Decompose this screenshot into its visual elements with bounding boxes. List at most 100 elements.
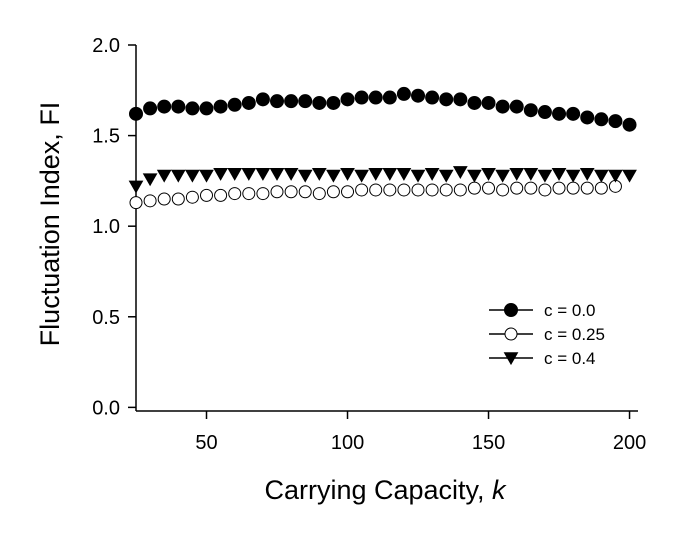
data-point [495,99,510,114]
data-point [523,167,539,181]
data-point [213,167,228,181]
data-point [453,92,468,107]
legend: c = 0.0 c = 0.25 c = 0.4 [489,301,605,368]
data-point [142,173,158,187]
data-point [143,101,158,116]
y-tick-label: 1.0 [92,216,120,238]
data-point [326,185,340,199]
series-3 [128,166,637,194]
data-point [129,106,143,121]
data-point [354,90,369,105]
x-axis-label: Carrying Capacity, k [264,475,507,505]
data-point [297,169,313,183]
data-point [256,187,270,201]
legend-item: c = 0.0 [489,301,596,320]
data-point [269,167,285,181]
data-point [467,95,482,110]
data-point [200,188,214,202]
data-point [129,196,143,210]
data-point [566,106,581,121]
y-axis-label: Fluctuation Index, FI [35,102,65,347]
data-point [580,181,594,195]
data-point [566,181,580,195]
data-point [213,99,228,114]
legend-item: c = 0.25 [489,325,605,344]
data-point [354,169,369,183]
data-point [593,169,609,183]
data-point [382,90,397,105]
data-point [439,92,454,107]
data-point [551,167,567,181]
data-point [241,167,257,181]
data-point [369,183,383,197]
data-point [396,86,411,101]
data-point [523,103,538,118]
data-point [396,167,412,181]
data-point [594,112,609,127]
series-2 [129,179,622,210]
data-point [241,95,256,110]
legend-marker [504,303,518,317]
data-point [537,169,553,183]
data-point [214,188,228,202]
data-point [311,167,327,181]
data-point [228,187,242,201]
data-point [383,183,397,197]
data-point [255,92,270,107]
data-point [340,92,355,107]
data-point [580,110,595,125]
data-point [298,94,313,109]
data-point [157,192,171,206]
data-point [608,169,623,183]
legend-label: c = 0.4 [544,349,596,368]
data-point [143,194,157,208]
data-point [368,90,383,105]
data-point [157,99,172,114]
data-point [424,167,440,181]
data-point [355,183,369,197]
data-point [170,169,186,183]
data-point [524,181,538,195]
x-tick-label: 200 [613,432,646,454]
y-tick-label: 0.0 [92,397,120,419]
x-tick-label: 100 [331,432,364,454]
data-point [538,183,552,197]
data-point [565,169,581,183]
legend-item: c = 0.4 [489,349,596,368]
y-tick-label: 1.5 [92,126,120,148]
data-point [537,105,552,120]
data-point [312,95,327,110]
data-point [368,167,384,181]
data-point [411,88,426,103]
data-point [509,99,524,114]
legend-marker [503,352,519,366]
legend-label: c = 0.25 [544,325,605,344]
data-series [128,86,637,210]
axes [135,45,638,412]
ticks: 0.0 0.5 1.0 1.5 2.0 50 100 150 200 [92,35,646,454]
data-point [227,167,243,181]
data-point [481,167,496,181]
data-point [284,185,298,199]
data-point [425,90,440,105]
legend-marker [504,327,518,341]
data-point [509,167,525,181]
data-point [185,169,200,183]
data-point [199,169,214,183]
data-point [242,187,256,201]
data-point [128,180,144,194]
data-point [438,169,454,183]
data-point [255,167,271,181]
data-point [340,167,355,181]
data-point [326,95,341,110]
data-point [481,95,496,110]
data-point [482,181,496,195]
data-point [552,181,566,195]
data-point [496,183,510,197]
data-point [411,183,425,197]
data-point [425,183,439,197]
data-point [326,169,341,183]
data-point [270,94,285,109]
data-point [283,167,299,181]
